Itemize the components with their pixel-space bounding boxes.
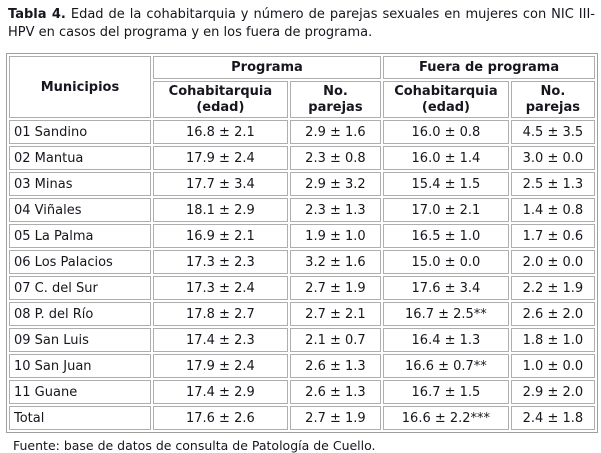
column-header-programa-cohabitarquia: Cohabitarquia (edad) — [152, 81, 288, 118]
cell-fuera-cohabitarquia: 16.7 ± 1.5 — [383, 380, 509, 404]
table-source-note: Fuente: base de datos de consulta de Pat… — [13, 438, 376, 453]
cell-programa-parejas: 1.9 ± 1.0 — [289, 224, 382, 248]
cell-fuera-cohabitarquia: 16.4 ± 1.3 — [383, 328, 509, 352]
cell-fuera-cohabitarquia: 17.6 ± 3.4 — [383, 276, 509, 300]
cell-municipio: 05 La Palma — [9, 224, 151, 248]
cell-municipio: 01 Sandino — [9, 120, 151, 144]
data-table: Municipios Programa Fuera de programa Co… — [6, 53, 598, 433]
cell-programa-parejas: 3.2 ± 1.6 — [289, 250, 382, 274]
cell-fuera-parejas: 1.4 ± 0.8 — [510, 198, 595, 222]
cell-fuera-cohabitarquia: 15.4 ± 1.5 — [383, 172, 509, 196]
header-line: Cohabitarquia — [168, 83, 273, 99]
header-line: parejas — [308, 99, 363, 115]
cell-programa-parejas: 2.6 ± 1.3 — [289, 380, 382, 404]
cell-fuera-parejas: 2.0 ± 0.0 — [510, 250, 595, 274]
cell-fuera-cohabitarquia: 16.7 ± 2.5** — [383, 302, 509, 326]
cell-municipio: 10 San Juan — [9, 354, 151, 378]
column-group-programa: Programa — [152, 56, 382, 79]
cell-fuera-cohabitarquia: 16.0 ± 1.4 — [383, 146, 509, 170]
table-row: 05 La Palma 16.9 ± 2.1 1.9 ± 1.0 16.5 ± … — [9, 224, 595, 248]
cell-municipio: 06 Los Palacios — [9, 250, 151, 274]
cell-fuera-cohabitarquia: 16.6 ± 2.2*** — [383, 406, 509, 430]
table-title-text: Edad de la cohabitarquia y número de par… — [8, 7, 595, 40]
table-row: 07 C. del Sur 17.3 ± 2.4 2.7 ± 1.9 17.6 … — [9, 276, 595, 300]
cell-programa-parejas: 2.3 ± 1.3 — [289, 198, 382, 222]
cell-programa-parejas: 2.9 ± 1.6 — [289, 120, 382, 144]
cell-fuera-parejas: 4.5 ± 3.5 — [510, 120, 595, 144]
header-line: No. — [540, 83, 566, 99]
cell-programa-cohabitarquia: 16.9 ± 2.1 — [152, 224, 288, 248]
cell-fuera-parejas: 1.8 ± 1.0 — [510, 328, 595, 352]
table-row-total: Total 17.6 ± 2.6 2.7 ± 1.9 16.6 ± 2.2***… — [9, 406, 595, 430]
cell-fuera-parejas: 1.0 ± 0.0 — [510, 354, 595, 378]
header-line: Cohabitarquia — [394, 83, 498, 99]
header-line: (edad) — [196, 99, 245, 115]
table-row: 02 Mantua 17.9 ± 2.4 2.3 ± 0.8 16.0 ± 1.… — [9, 146, 595, 170]
cell-programa-cohabitarquia: 17.8 ± 2.7 — [152, 302, 288, 326]
table-row: 06 Los Palacios 17.3 ± 2.3 3.2 ± 1.6 15.… — [9, 250, 595, 274]
cell-programa-cohabitarquia: 16.8 ± 2.1 — [152, 120, 288, 144]
cell-programa-cohabitarquia: 17.4 ± 2.9 — [152, 380, 288, 404]
cell-fuera-parejas: 3.0 ± 0.0 — [510, 146, 595, 170]
cell-programa-parejas: 2.9 ± 3.2 — [289, 172, 382, 196]
cell-fuera-cohabitarquia: 15.0 ± 0.0 — [383, 250, 509, 274]
cell-programa-parejas: 2.1 ± 0.7 — [289, 328, 382, 352]
cell-programa-cohabitarquia: 17.7 ± 3.4 — [152, 172, 288, 196]
cell-programa-cohabitarquia: 17.6 ± 2.6 — [152, 406, 288, 430]
cell-fuera-parejas: 2.4 ± 1.8 — [510, 406, 595, 430]
sub-header-row: Cohabitarquia (edad) No. parejas Cohabitar… — [9, 81, 595, 118]
cell-municipio: 02 Mantua — [9, 146, 151, 170]
column-header-programa-parejas: No. parejas — [289, 81, 382, 118]
cell-programa-parejas: 2.7 ± 2.1 — [289, 302, 382, 326]
column-group-fuera-de-programa: Fuera de programa — [383, 56, 595, 79]
cell-municipio: 08 P. del Río — [9, 302, 151, 326]
cell-fuera-parejas: 2.2 ± 1.9 — [510, 276, 595, 300]
table-row: 08 P. del Río 17.8 ± 2.7 2.7 ± 2.1 16.7 … — [9, 302, 595, 326]
table-row: 10 San Juan 17.9 ± 2.4 2.6 ± 1.3 16.6 ± … — [9, 354, 595, 378]
cell-programa-cohabitarquia: 18.1 ± 2.9 — [152, 198, 288, 222]
cell-fuera-cohabitarquia: 16.0 ± 0.8 — [383, 120, 509, 144]
column-header-fuera-parejas: No. parejas — [510, 81, 595, 118]
cell-municipio: 03 Minas — [9, 172, 151, 196]
cell-programa-parejas: 2.3 ± 0.8 — [289, 146, 382, 170]
table-row: 03 Minas 17.7 ± 3.4 2.9 ± 3.2 15.4 ± 1.5… — [9, 172, 595, 196]
cell-programa-cohabitarquia: 17.3 ± 2.3 — [152, 250, 288, 274]
table-row: 11 Guane 17.4 ± 2.9 2.6 ± 1.3 16.7 ± 1.5… — [9, 380, 595, 404]
table-row: 09 San Luis 17.4 ± 2.3 2.1 ± 0.7 16.4 ± … — [9, 328, 595, 352]
cell-fuera-cohabitarquia: 16.6 ± 0.7** — [383, 354, 509, 378]
cell-programa-cohabitarquia: 17.4 ± 2.3 — [152, 328, 288, 352]
cell-programa-parejas: 2.7 ± 1.9 — [289, 276, 382, 300]
cell-municipio: Total — [9, 406, 151, 430]
group-header-row: Municipios Programa Fuera de programa — [9, 56, 595, 118]
cell-programa-cohabitarquia: 17.9 ± 2.4 — [152, 146, 288, 170]
column-header-municipios: Municipios — [9, 56, 151, 118]
table-title: Tabla 4. Edad de la cohabitarquia y núme… — [8, 6, 595, 41]
cell-fuera-cohabitarquia: 17.0 ± 2.1 — [383, 198, 509, 222]
header-line: parejas — [525, 99, 581, 115]
cell-municipio: 07 C. del Sur — [9, 276, 151, 300]
cell-municipio: 09 San Luis — [9, 328, 151, 352]
column-header-fuera-cohabitarquia: Cohabitarquia (edad) — [383, 81, 509, 118]
cell-programa-parejas: 2.7 ± 1.9 — [289, 406, 382, 430]
cell-municipio: 11 Guane — [9, 380, 151, 404]
cell-fuera-cohabitarquia: 16.5 ± 1.0 — [383, 224, 509, 248]
header-line: (edad) — [421, 99, 470, 115]
table-row: 04 Viñales 18.1 ± 2.9 2.3 ± 1.3 17.0 ± 2… — [9, 198, 595, 222]
table-row: 01 Sandino 16.8 ± 2.1 2.9 ± 1.6 16.0 ± 0… — [9, 120, 595, 144]
cell-programa-cohabitarquia: 17.9 ± 2.4 — [152, 354, 288, 378]
cell-municipio: 04 Viñales — [9, 198, 151, 222]
header-line: No. — [323, 83, 348, 99]
cell-fuera-parejas: 2.6 ± 2.0 — [510, 302, 595, 326]
cell-fuera-parejas: 1.7 ± 0.6 — [510, 224, 595, 248]
cell-programa-cohabitarquia: 17.3 ± 2.4 — [152, 276, 288, 300]
cell-programa-parejas: 2.6 ± 1.3 — [289, 354, 382, 378]
cell-fuera-parejas: 2.9 ± 2.0 — [510, 380, 595, 404]
cell-fuera-parejas: 2.5 ± 1.3 — [510, 172, 595, 196]
table-title-label: Tabla 4. — [8, 7, 66, 22]
